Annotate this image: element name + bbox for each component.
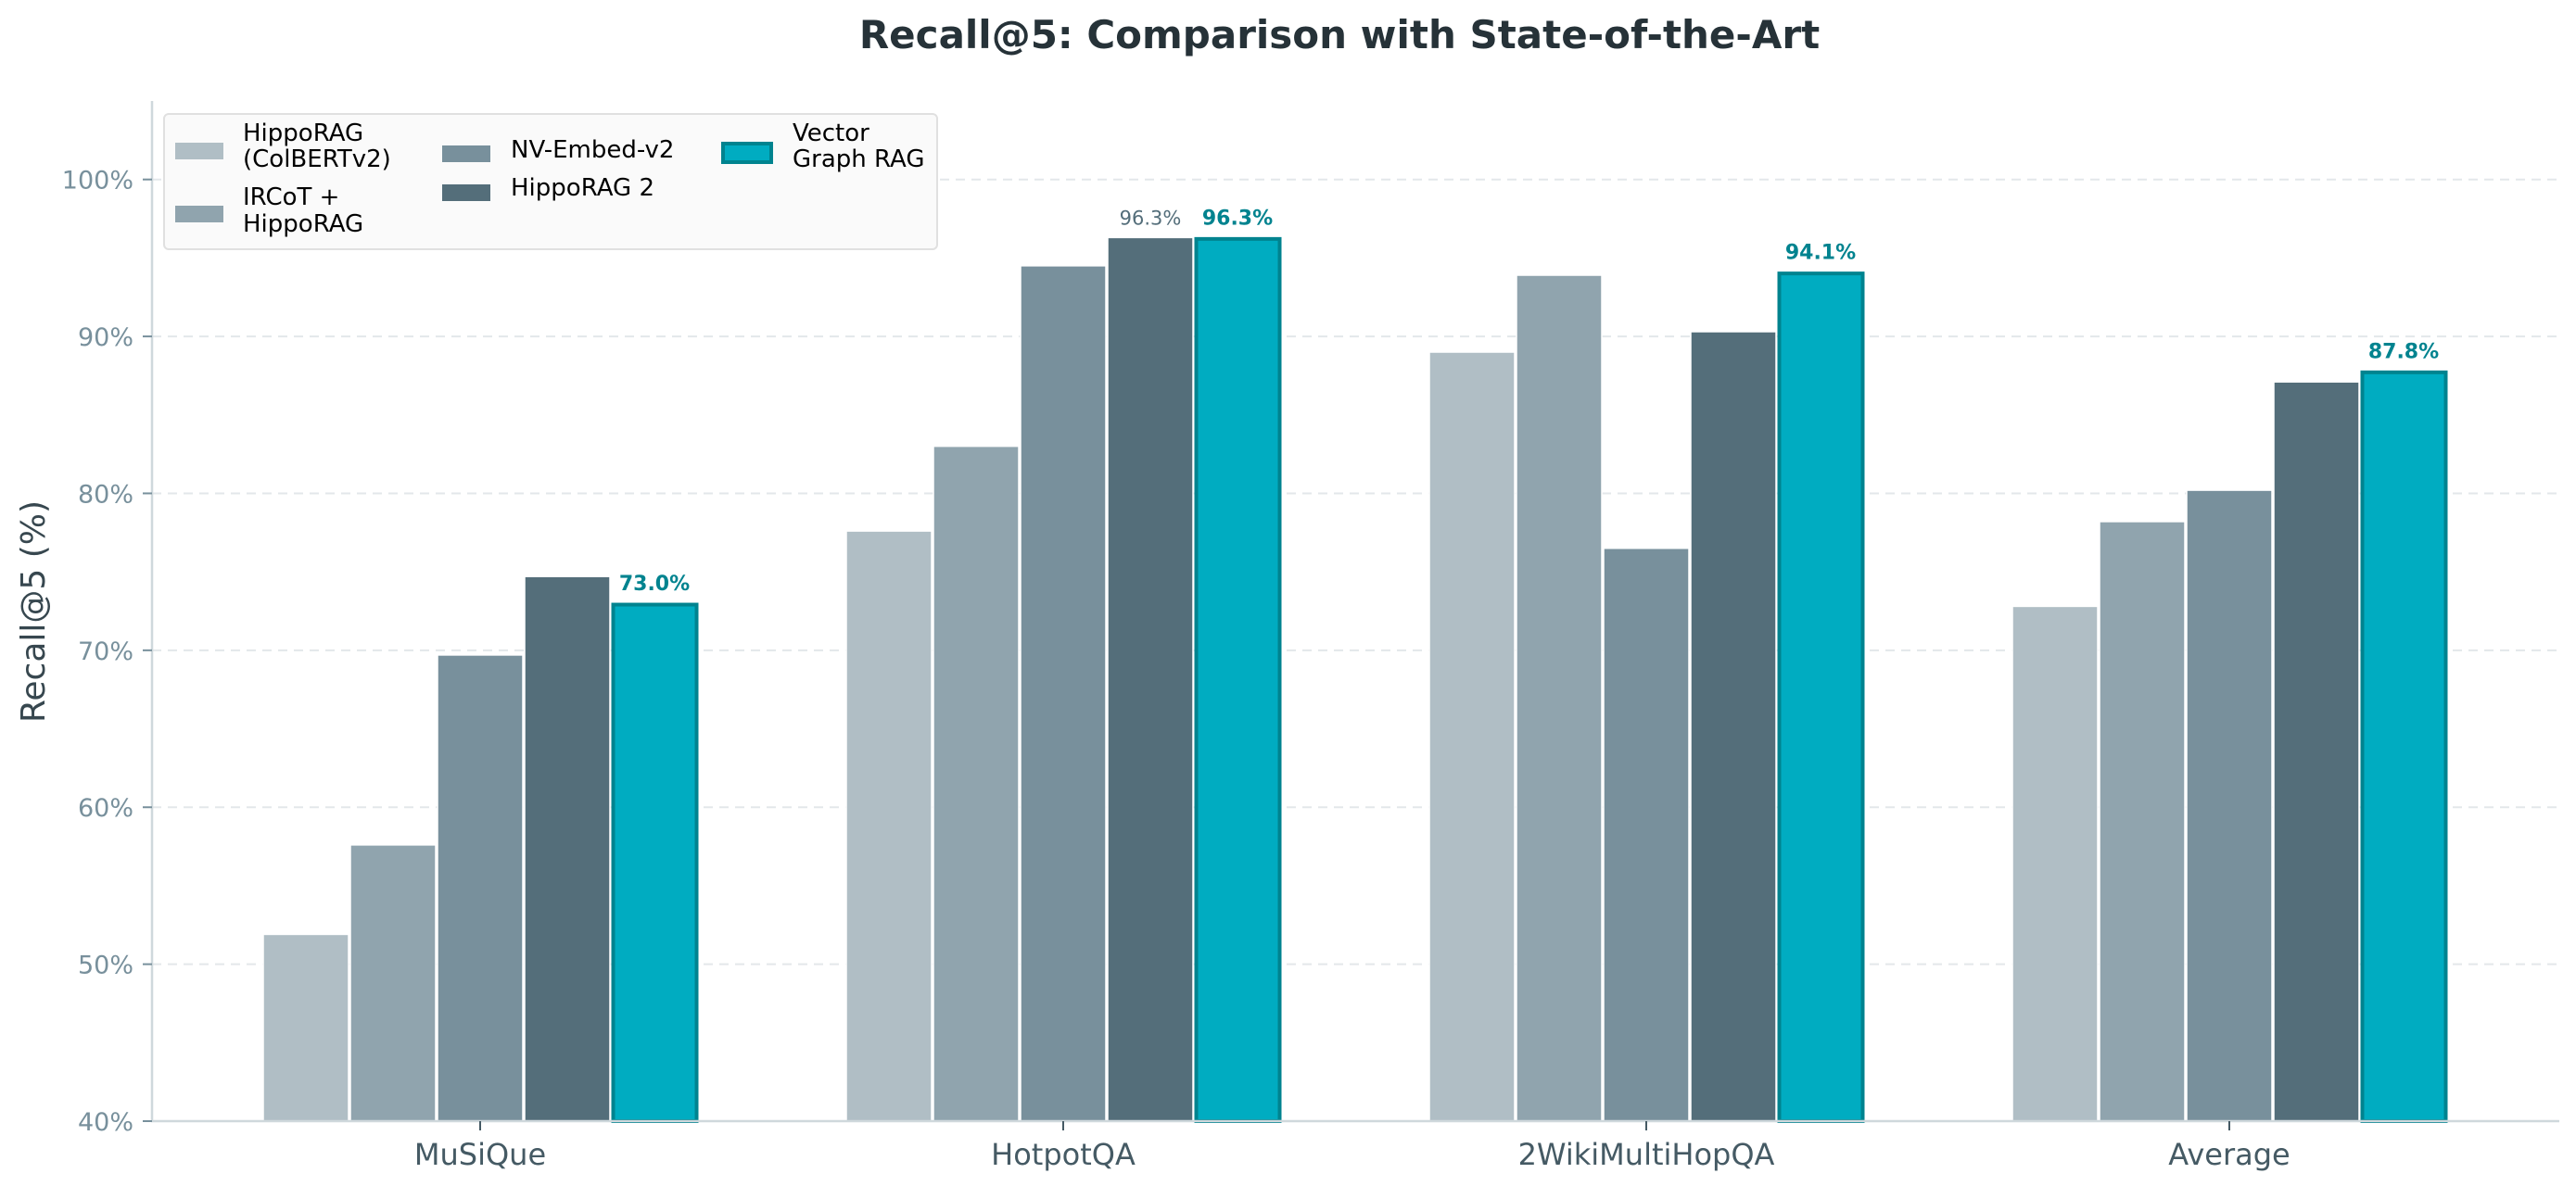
y-tick-label: 70% — [78, 637, 133, 666]
y-tick-label: 80% — [78, 480, 133, 509]
bar-ircot-hipporag — [2099, 521, 2186, 1122]
value-labels: 73.0% 96.3% 96.3% 94.1% 87.8% — [619, 207, 2439, 596]
legend-swatch — [442, 145, 490, 162]
legend-label: HippoRAG — [243, 120, 363, 147]
value-label: 73.0% — [619, 573, 690, 596]
legend-label: NV-Embed-v2 — [511, 136, 674, 164]
legend-swatch — [175, 206, 223, 222]
bar-group-musique — [262, 575, 699, 1123]
bar-nv-embed-v2 — [437, 654, 524, 1122]
x-tick-label: HotpotQA — [991, 1137, 1136, 1172]
value-label: 94.1% — [1785, 242, 1856, 265]
bar-group-average — [2011, 370, 2448, 1123]
legend-swatch — [442, 184, 490, 201]
y-axis-label: Recall@5 (%) — [15, 500, 53, 723]
legend-label: Graph RAG — [793, 145, 925, 173]
bar-vector-graph-rag — [611, 602, 699, 1123]
legend-label: IRCoT + — [243, 183, 339, 211]
legend-item-ircot-hipporag: IRCoT +HippoRAG — [175, 183, 363, 238]
x-axis-ticks: MuSiQue HotpotQA 2WikiMultiHopQA Average — [414, 1121, 2290, 1172]
bar-hipporag-2 — [1107, 236, 1194, 1122]
y-tick-label: 90% — [78, 323, 133, 352]
y-axis-ticks: 40% 50% 60% 70% 80% 90% 100% — [62, 167, 152, 1137]
legend-label: HippoRAG 2 — [511, 174, 654, 202]
bar-ircot-hipporag — [349, 844, 437, 1122]
bar-vector-graph-rag — [1777, 271, 1865, 1124]
bar-hipporag-colbertv2- — [262, 933, 349, 1122]
x-tick-label: 2WikiMultiHopQA — [1518, 1137, 1775, 1172]
legend-swatch — [175, 143, 223, 159]
bar-group-2wikimultihopqa — [1428, 271, 1865, 1124]
legend: HippoRAG(ColBERTv2)IRCoT +HippoRAGNV-Emb… — [163, 113, 938, 250]
legend-item-nv-embed-v2: NV-Embed-v2 — [442, 136, 674, 164]
bar-hipporag-colbertv2- — [845, 530, 933, 1122]
bar-hipporag-colbertv2- — [1428, 351, 1516, 1122]
legend-label: Vector — [793, 120, 869, 147]
axes — [150, 101, 2559, 1123]
legend-item-hipporag-colbertv2-: HippoRAG(ColBERTv2) — [175, 120, 391, 173]
bar-nv-embed-v2 — [1020, 265, 1107, 1122]
bar-group-hotpotqa — [845, 236, 1282, 1123]
legend-label: HippoRAG — [243, 210, 363, 238]
bar-hipporag-colbertv2- — [2011, 605, 2099, 1122]
bar-vector-graph-rag — [1194, 236, 1282, 1123]
y-tick-label: 100% — [62, 167, 133, 196]
chart-title: Recall@5: Comparison with State-of-the-A… — [859, 12, 1820, 57]
x-tick-label: Average — [2168, 1137, 2290, 1172]
bar-hipporag-2 — [524, 575, 611, 1122]
value-label: 87.8% — [2368, 340, 2439, 363]
value-label: 96.3% — [1120, 207, 1182, 229]
y-tick-label: 40% — [78, 1108, 133, 1137]
y-tick-label: 50% — [78, 952, 133, 980]
y-tick-label: 60% — [78, 794, 133, 823]
bar-hipporag-2 — [1690, 331, 1777, 1122]
legend-label: (ColBERTv2) — [243, 145, 391, 173]
bar-ircot-hipporag — [1516, 274, 1603, 1122]
bar-vector-graph-rag — [2360, 370, 2448, 1123]
legend-swatch — [721, 142, 773, 164]
x-tick-label: MuSiQue — [414, 1137, 546, 1172]
value-label: 96.3% — [1202, 207, 1273, 230]
bars — [262, 236, 2448, 1124]
legend-item-hipporag-2: HippoRAG 2 — [442, 174, 654, 202]
bar-ircot-hipporag — [933, 445, 1020, 1122]
bar-hipporag-2 — [2273, 381, 2360, 1122]
bar-nv-embed-v2 — [2186, 489, 2273, 1122]
bar-nv-embed-v2 — [1603, 547, 1690, 1122]
